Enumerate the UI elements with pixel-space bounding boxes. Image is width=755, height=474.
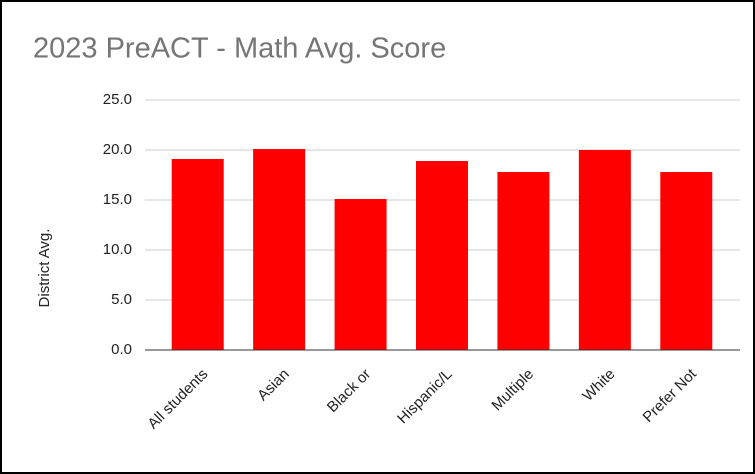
y-tick-label: 10.0 — [103, 241, 132, 258]
bar — [660, 172, 713, 350]
bar — [416, 161, 468, 350]
bar — [578, 150, 631, 350]
bar — [497, 172, 550, 350]
y-tick-label: 25.0 — [103, 91, 132, 108]
bar — [171, 159, 224, 350]
y-tick-label: 0.0 — [111, 341, 132, 358]
chart-title: 2023 PreACT - Math Avg. Score — [33, 33, 446, 65]
y-tick-label: 15.0 — [103, 191, 132, 208]
bar — [334, 199, 387, 350]
y-axis-label: District Avg. — [36, 229, 53, 308]
y-tick-label: 20.0 — [103, 141, 132, 158]
y-tick-label: 5.0 — [111, 291, 132, 308]
bar — [253, 149, 306, 350]
